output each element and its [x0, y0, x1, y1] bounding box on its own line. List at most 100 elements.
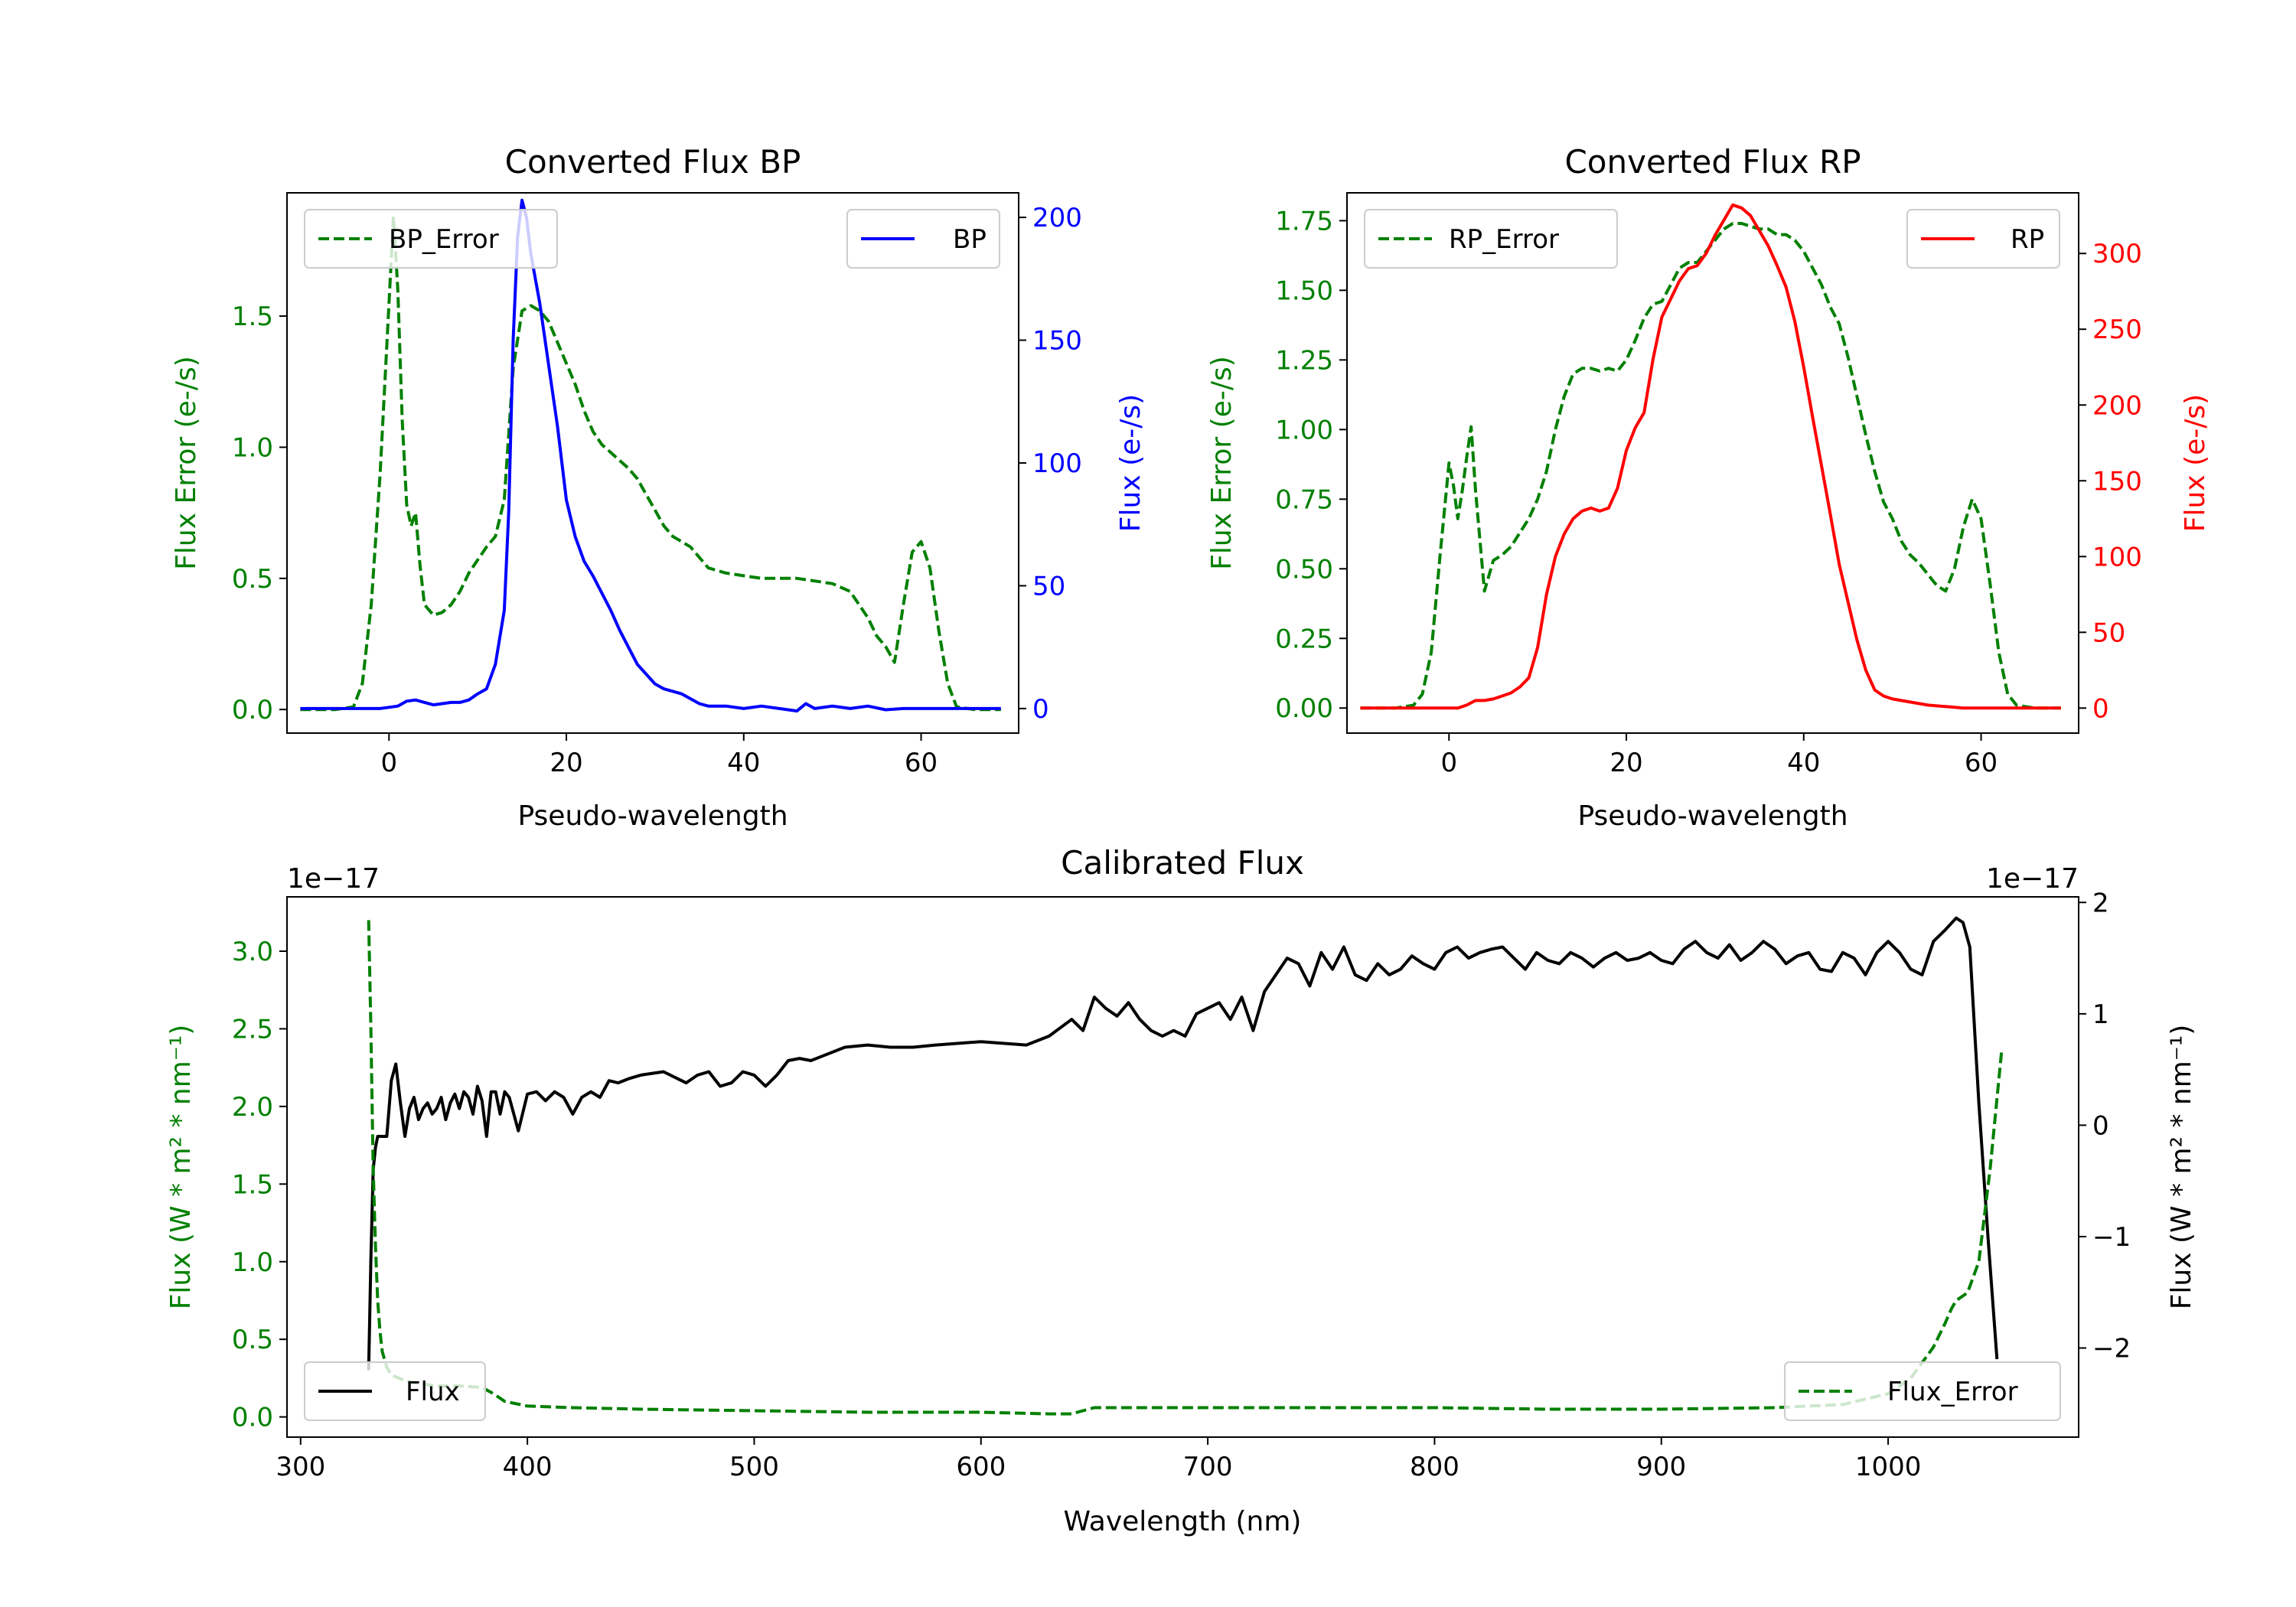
bp-left-tick-label: 0.5 [232, 564, 273, 595]
rp-right-tick-label: 100 [2092, 542, 2142, 572]
cal-right-tick-label: −1 [2092, 1222, 2131, 1253]
rp-right-tick-label: 150 [2092, 466, 2142, 497]
bp-series-bp-error [300, 214, 1001, 712]
bp-legend-left: BP_Error [304, 209, 558, 269]
panel-rp: 0 20 40 60 0.00 0.25 0.50 0.75 1.00 1.25 1.50 1.75… [1206, 143, 2211, 832]
cal-legend-left-box [304, 1361, 486, 1421]
rp-right-tick-label: 300 [2092, 239, 2142, 269]
panel-calibrated: 300 400 500 600 700 800 900 1000 0.0 0.5 1.0 1.5 2.… [165, 844, 2197, 1537]
cal-left-tick-label: 0.0 [232, 1403, 273, 1433]
rp-x-tick-label: 0 [1440, 748, 1457, 778]
rp-right-tick-label: 50 [2092, 618, 2125, 648]
rp-left-tick-label: 0.25 [1275, 624, 1333, 654]
cal-x-tick-label: 1000 [1855, 1452, 1922, 1482]
rp-left-tick-label: 0.00 [1275, 693, 1333, 724]
bp-right-tick-label: 150 [1032, 326, 1082, 357]
rp-right-tick-label: 0 [2092, 693, 2109, 724]
cal-legend-right: Flux_Error [1784, 1361, 2061, 1421]
bp-left-axis-label: Flux Error (e-/s) [171, 356, 202, 570]
bp-x-tick-label: 0 [380, 748, 397, 778]
bp-legend-right-box [846, 209, 1000, 269]
cal-x-tick-label: 400 [503, 1452, 553, 1482]
rp-series-rp-error [1360, 222, 2061, 710]
cal-legend-left: Flux [304, 1361, 486, 1421]
bp-title: Converted Flux BP [505, 143, 801, 181]
rp-left-tick-label: 1.50 [1275, 275, 1333, 306]
rp-x-tick-label: 40 [1787, 748, 1820, 778]
rp-legend-left-label: RP_Error [1449, 224, 1559, 255]
bp-series-bp [300, 198, 1001, 713]
cal-right-tick-label: 2 [2092, 888, 2109, 918]
bp-right-tick-label: 200 [1032, 203, 1082, 233]
cal-left-tick-label: 3.0 [232, 937, 273, 967]
rp-title: Converted Flux RP [1564, 143, 1861, 181]
rp-left-tick-label: 0.75 [1275, 484, 1333, 515]
cal-series-flux [367, 916, 1999, 1371]
bp-x-tick-label: 40 [727, 748, 760, 778]
bp-legend-right: BP [846, 209, 1000, 269]
rp-left-tick-label: 1.00 [1275, 415, 1333, 445]
bp-left-tick-label: 1.5 [232, 302, 273, 332]
bp-legend-left-label: BP_Error [389, 224, 499, 255]
cal-x-tick-label: 500 [729, 1452, 779, 1482]
rp-x-ticks: 0 20 40 60 [1440, 733, 1998, 778]
bp-legend-left-box [304, 209, 558, 269]
cal-x-tick-label: 700 [1183, 1452, 1233, 1482]
cal-right-tick-label: 0 [2092, 1110, 2109, 1141]
cal-right-offset-text: 1e−17 [1986, 863, 2079, 895]
cal-left-tick-label: 2.0 [232, 1092, 273, 1123]
rp-legend-right-label: RP [2011, 224, 2044, 255]
rp-series-rp [1360, 203, 2061, 710]
bp-left-tick-label: 1.0 [232, 432, 273, 463]
cal-left-tick-label: 1.5 [232, 1169, 273, 1200]
bp-left-tick-label: 0.0 [232, 695, 273, 725]
rp-axes-frame [1346, 192, 2079, 734]
cal-left-axis-label: Flux (W * m² * nm⁻¹) [165, 1025, 197, 1310]
cal-right-tick-label: 1 [2092, 999, 2109, 1030]
bp-x-axis-label: Pseudo-wavelength [517, 800, 788, 832]
bp-x-tick-label: 60 [905, 748, 938, 778]
bp-legend-right-label: BP [953, 224, 987, 255]
rp-left-ticks: 0.00 0.25 0.50 0.75 1.00 1.25 1.50 1.75 [1275, 206, 1347, 724]
cal-left-offset-text: 1e−17 [287, 863, 380, 895]
cal-x-tick-label: 600 [956, 1452, 1006, 1482]
cal-title: Calibrated Flux [1061, 844, 1304, 882]
cal-x-tick-label: 300 [276, 1452, 325, 1482]
rp-x-axis-label: Pseudo-wavelength [1577, 800, 1848, 832]
cal-legend-right-box [1784, 1361, 2061, 1421]
rp-right-tick-label: 200 [2092, 390, 2142, 421]
cal-left-tick-label: 2.5 [232, 1014, 273, 1045]
cal-x-tick-label: 800 [1410, 1452, 1459, 1482]
cal-left-tick-label: 1.0 [232, 1247, 273, 1278]
rp-right-tick-label: 250 [2092, 315, 2142, 345]
rp-right-ticks: 0 50 100 150 200 250 300 [2079, 239, 2142, 724]
rp-right-axis-label: Flux (e-/s) [2180, 394, 2211, 532]
bp-right-tick-label: 100 [1032, 448, 1082, 479]
cal-right-tick-label: −2 [2092, 1334, 2131, 1364]
bp-right-tick-label: 0 [1032, 694, 1049, 725]
cal-right-ticks: −2 −1 0 1 2 [2079, 888, 2131, 1364]
bp-right-tick-label: 50 [1032, 571, 1065, 601]
rp-left-axis-label: Flux Error (e-/s) [1206, 356, 1238, 570]
cal-x-axis-label: Wavelength (nm) [1064, 1506, 1302, 1537]
bp-left-ticks: 0.0 0.5 1.0 1.5 [232, 302, 287, 725]
cal-legend-right-label: Flux_Error [1887, 1377, 2018, 1407]
cal-left-tick-label: 0.5 [232, 1325, 273, 1355]
rp-left-tick-label: 1.75 [1275, 206, 1333, 236]
cal-right-axis-label: Flux (W * m² * nm⁻¹) [2166, 1025, 2197, 1310]
cal-legend-left-label: Flux [406, 1377, 460, 1407]
bp-x-ticks: 0 20 40 60 [380, 733, 938, 778]
rp-left-tick-label: 1.25 [1275, 345, 1333, 376]
cal-x-ticks: 300 400 500 600 700 800 900 1000 [276, 1437, 1921, 1482]
bp-plot-area [300, 198, 1001, 713]
panel-bp: 0 20 40 60 0.0 0.5 1.0 1.5 0 50 100 150 200 Conver… [171, 143, 1146, 832]
rp-x-tick-label: 20 [1609, 748, 1642, 778]
rp-plot-area [1360, 203, 2061, 710]
rp-left-tick-label: 0.50 [1275, 554, 1333, 585]
rp-legend-left-box [1364, 209, 1618, 269]
bp-x-tick-label: 20 [550, 748, 582, 778]
cal-axes-frame [286, 896, 2079, 1438]
bp-right-axis-label: Flux (e-/s) [1115, 394, 1146, 532]
bp-right-ticks: 0 50 100 150 200 [1019, 203, 1082, 725]
